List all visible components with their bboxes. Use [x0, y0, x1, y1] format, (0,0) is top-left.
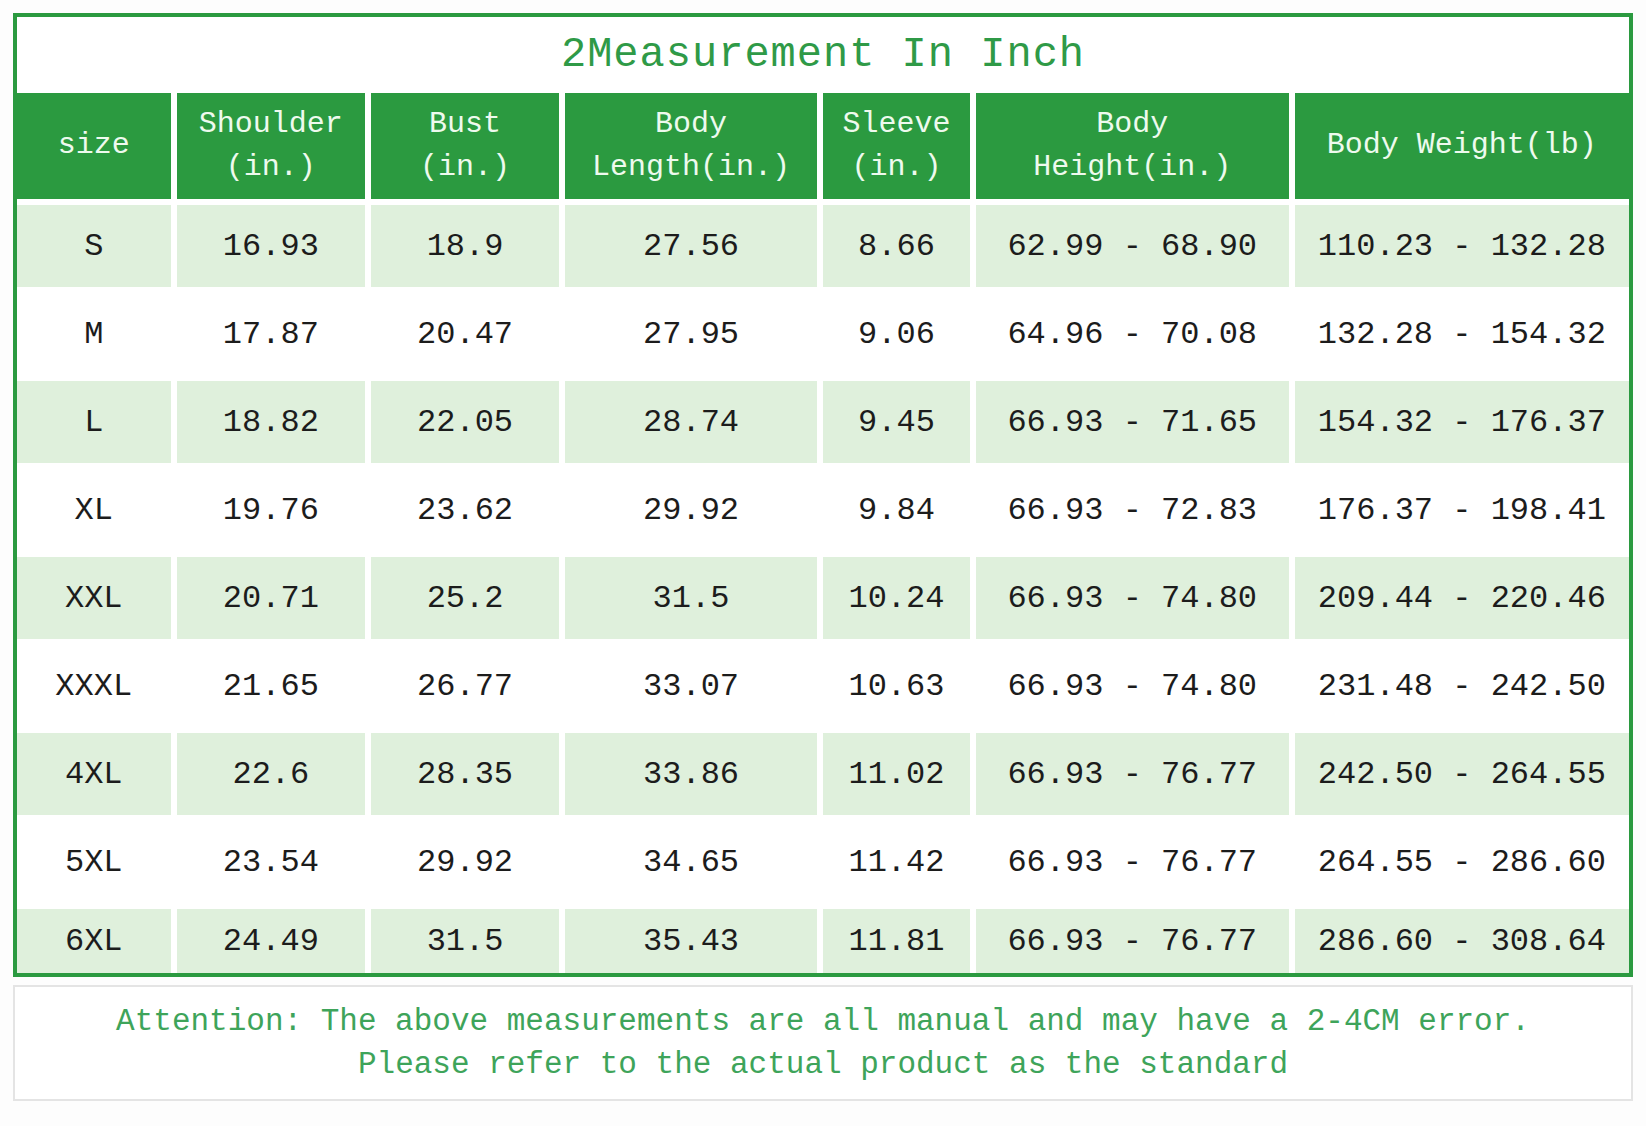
column-header: Body Length(in.)	[565, 93, 817, 199]
table-cell: 8.66	[823, 205, 970, 287]
column-header: Body Height(in.)	[976, 93, 1289, 199]
table-cell: 28.74	[565, 381, 817, 463]
size-chart-frame: 2Measurement In Inch sizeShoulder (in.)B…	[13, 13, 1633, 977]
table-cell: XL	[17, 469, 171, 551]
size-chart-page: 2Measurement In Inch sizeShoulder (in.)B…	[0, 0, 1646, 1126]
table-row: 6XL24.4931.535.4311.8166.93 - 76.77286.6…	[17, 909, 1629, 973]
table-cell: L	[17, 381, 171, 463]
table-cell: 66.93 - 74.80	[976, 557, 1289, 639]
table-cell: 6XL	[17, 909, 171, 973]
table-cell: 35.43	[565, 909, 817, 973]
table-cell: S	[17, 205, 171, 287]
table-cell: 11.42	[823, 821, 970, 903]
table-cell: 27.56	[565, 205, 817, 287]
table-cell: 231.48 - 242.50	[1295, 645, 1629, 727]
column-header: Shoulder (in.)	[177, 93, 366, 199]
table-cell: 10.63	[823, 645, 970, 727]
table-row: 5XL23.5429.9234.6511.4266.93 - 76.77264.…	[17, 821, 1629, 903]
table-cell: 4XL	[17, 733, 171, 815]
table-cell: 29.92	[565, 469, 817, 551]
table-cell: 28.35	[371, 733, 559, 815]
table-cell: 286.60 - 308.64	[1295, 909, 1629, 973]
table-cell: 24.49	[177, 909, 366, 973]
page-title: 2Measurement In Inch	[561, 31, 1085, 79]
table-cell: XXL	[17, 557, 171, 639]
title-band: 2Measurement In Inch	[17, 17, 1629, 93]
table-cell: 110.23 - 132.28	[1295, 205, 1629, 287]
table-row: L18.8222.0528.749.4566.93 - 71.65154.32 …	[17, 381, 1629, 463]
table-cell: 20.71	[177, 557, 366, 639]
table-cell: 11.81	[823, 909, 970, 973]
table-cell: 176.37 - 198.41	[1295, 469, 1629, 551]
table-cell: 132.28 - 154.32	[1295, 293, 1629, 375]
table-cell: 11.02	[823, 733, 970, 815]
attention-line-2: Please refer to the actual product as th…	[358, 1047, 1288, 1082]
table-row: M17.8720.4727.959.0664.96 - 70.08132.28 …	[17, 293, 1629, 375]
table-cell: 34.65	[565, 821, 817, 903]
table-cell: 18.82	[177, 381, 366, 463]
table-cell: 26.77	[371, 645, 559, 727]
table-cell: XXXL	[17, 645, 171, 727]
column-header: Sleeve (in.)	[823, 93, 970, 199]
attention-note: Attention: The above measurements are al…	[13, 985, 1633, 1101]
table-cell: 16.93	[177, 205, 366, 287]
table-cell: 31.5	[371, 909, 559, 973]
table-cell: 242.50 - 264.55	[1295, 733, 1629, 815]
table-cell: 66.93 - 71.65	[976, 381, 1289, 463]
table-cell: 18.9	[371, 205, 559, 287]
table-cell: 22.05	[371, 381, 559, 463]
table-cell: 21.65	[177, 645, 366, 727]
table-cell: M	[17, 293, 171, 375]
table-cell: 209.44 - 220.46	[1295, 557, 1629, 639]
table-cell: 64.96 - 70.08	[976, 293, 1289, 375]
table-cell: 66.93 - 72.83	[976, 469, 1289, 551]
table-cell: 5XL	[17, 821, 171, 903]
column-header: size	[17, 93, 171, 199]
table-cell: 17.87	[177, 293, 366, 375]
table-cell: 22.6	[177, 733, 366, 815]
table-cell: 154.32 - 176.37	[1295, 381, 1629, 463]
table-cell: 23.62	[371, 469, 559, 551]
table-cell: 33.07	[565, 645, 817, 727]
table-cell: 33.86	[565, 733, 817, 815]
table-cell: 9.06	[823, 293, 970, 375]
column-header: Body Weight(lb)	[1295, 93, 1629, 199]
table-row: XL19.7623.6229.929.8466.93 - 72.83176.37…	[17, 469, 1629, 551]
table-cell: 20.47	[371, 293, 559, 375]
table-cell: 27.95	[565, 293, 817, 375]
table-cell: 62.99 - 68.90	[976, 205, 1289, 287]
table-cell: 9.45	[823, 381, 970, 463]
table-cell: 66.93 - 76.77	[976, 909, 1289, 973]
header-row: sizeShoulder (in.)Bust (in.)Body Length(…	[17, 93, 1629, 199]
table-cell: 66.93 - 74.80	[976, 645, 1289, 727]
table-row: XXL20.7125.231.510.2466.93 - 74.80209.44…	[17, 557, 1629, 639]
table-row: 4XL22.628.3533.8611.0266.93 - 76.77242.5…	[17, 733, 1629, 815]
table-cell: 23.54	[177, 821, 366, 903]
table-cell: 31.5	[565, 557, 817, 639]
table-cell: 25.2	[371, 557, 559, 639]
table-cell: 264.55 - 286.60	[1295, 821, 1629, 903]
table-row: XXXL21.6526.7733.0710.6366.93 - 74.80231…	[17, 645, 1629, 727]
table-cell: 29.92	[371, 821, 559, 903]
table-cell: 66.93 - 76.77	[976, 821, 1289, 903]
attention-line-1: Attention: The above measurements are al…	[116, 1004, 1530, 1039]
size-table: sizeShoulder (in.)Bust (in.)Body Length(…	[17, 93, 1629, 973]
table-row: S16.9318.927.568.6662.99 - 68.90110.23 -…	[17, 205, 1629, 287]
table-cell: 10.24	[823, 557, 970, 639]
table-cell: 19.76	[177, 469, 366, 551]
table-cell: 9.84	[823, 469, 970, 551]
column-header: Bust (in.)	[371, 93, 559, 199]
table-cell: 66.93 - 76.77	[976, 733, 1289, 815]
